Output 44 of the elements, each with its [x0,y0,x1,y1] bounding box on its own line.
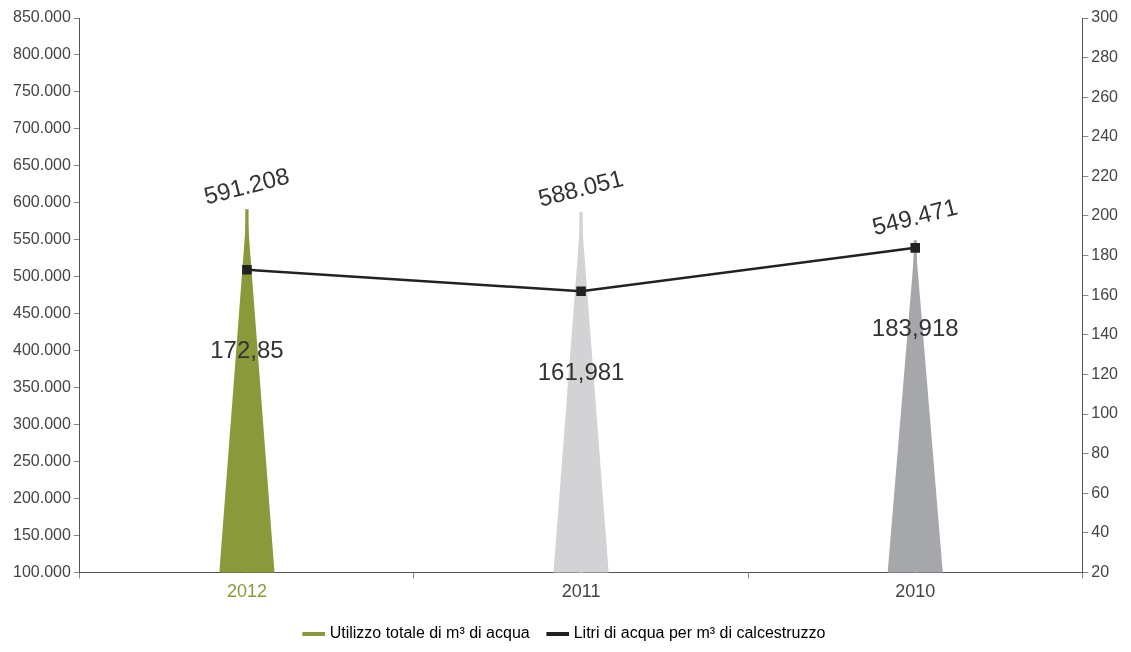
y2-tick-label: 220 [1091,166,1119,184]
y2-tick-label: 40 [1091,523,1110,541]
y2-tick-label: 120 [1091,364,1119,382]
point [910,243,921,253]
y-tick-label: 500.000 [12,267,71,285]
y2-tick-label: 200 [1091,206,1119,224]
x-tick-label: 2011 [561,581,601,602]
y-tick-label: 800.000 [12,45,71,63]
y2-tick-label: 160 [1091,285,1119,303]
data-label: 588.051 [535,164,626,212]
y2-tick-label: 280 [1091,48,1119,66]
y2-tick-label: 140 [1091,325,1119,343]
x-tick-label: 2012 [226,581,267,602]
y-tick-label: 650.000 [12,156,71,174]
y2-tick-label: 260 [1091,87,1119,105]
y-tick-label: 750.000 [12,82,71,100]
y2-tick-label: 60 [1091,483,1110,501]
y2-tick-label: 300 [1091,8,1119,26]
y2-tick-label: 80 [1091,444,1110,462]
y-tick-label: 200.000 [12,488,71,506]
y-tick-label: 150.000 [12,525,71,543]
data-label: 549.471 [869,192,961,241]
y-tick-label: 600.000 [12,193,71,211]
y-tick-label: 300.000 [12,414,71,432]
data-label: 591.208 [201,161,292,210]
y2-tick-label: 240 [1091,127,1119,145]
point [242,264,252,275]
y-tick-label: 250.000 [12,451,71,469]
y2-tick-label: 180 [1091,246,1119,264]
y-tick-label: 700.000 [12,119,71,137]
y-tick-label: 100.000 [12,562,71,580]
y-tick-label: 550.000 [12,230,71,248]
x-tick-label: 2010 [895,581,936,602]
data-label: 183,918 [871,314,959,342]
y-tick-label: 850.000 [12,8,71,26]
y-tick-label: 350.000 [12,378,71,396]
y-tick-label: 450.000 [12,304,71,322]
y2-tick-label: 100 [1091,404,1119,422]
data-label: 161,981 [537,357,625,385]
y2-tick-label: 20 [1091,562,1110,580]
legend-label: Utilizzo totale di m³ di acqua [329,624,530,642]
legend-label: Litri di acqua per m³ di calcestruzzo [573,624,826,642]
y-tick-label: 400.000 [12,341,71,359]
point [576,286,586,297]
